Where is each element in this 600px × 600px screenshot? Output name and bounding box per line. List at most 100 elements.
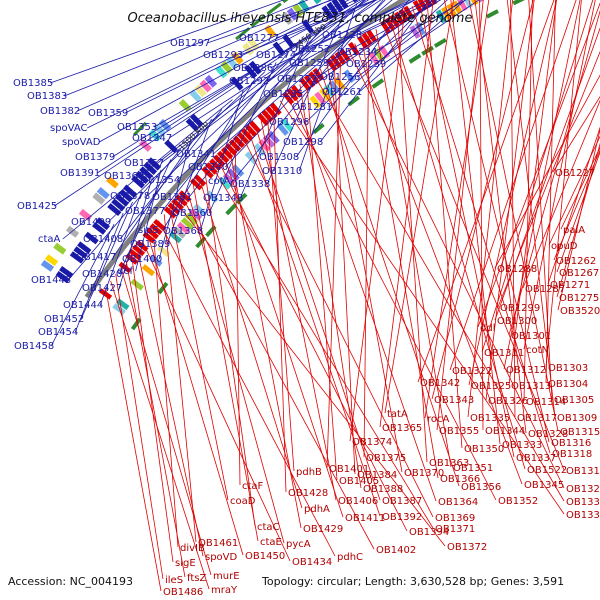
reverse-callout-line (158, 220, 336, 557)
forward-gene-label: OB1458 (14, 341, 54, 352)
forward-gene-label: OB1454 (38, 327, 78, 338)
reverse-callout-line (467, 0, 513, 418)
reverse-gene-arrow (308, 71, 320, 85)
reverse-callout-line (548, 135, 600, 246)
forward-gene-label: def (117, 266, 134, 277)
reverse-gene-label: OB1262 (556, 256, 596, 267)
forward-callout-line (77, 0, 332, 112)
forward-gene-arrow (95, 217, 110, 231)
reverse-gene-label: OB1309 (557, 413, 597, 424)
forward-gene-label: OB1367 (104, 171, 144, 182)
reverse-callout-line (557, 128, 600, 311)
cog-forward-block (286, 7, 299, 21)
cog-forward-block (189, 89, 202, 103)
backbone-arc (84, 0, 409, 299)
reverse-gene-label: tatA (387, 409, 408, 420)
reverse-gene-label: OB1428 (288, 488, 328, 499)
forward-callout-line (266, 11, 346, 185)
cog-forward-block (40, 260, 55, 272)
forward-callout-line (359, 0, 437, 36)
cog-forward-block (158, 118, 172, 132)
reverse-gene-label: OB1401 (329, 464, 369, 475)
reverse-gene-label: OB1522 (527, 465, 567, 476)
reverse-gene-label: sigE (175, 558, 196, 569)
reverse-callout-line (192, 182, 259, 542)
reverse-gene-label: spoVD (205, 552, 238, 563)
map-title: Oceanobacillus iheyensis HTE831, complet… (128, 11, 473, 26)
forward-gene-arrow (84, 231, 99, 245)
reverse-gene-label: OB1337 (516, 453, 556, 464)
reverse-gene-label: OB1275 (559, 293, 599, 304)
reverse-callout-line (545, 0, 556, 384)
forward-callout-line (293, 0, 416, 56)
reverse-callout-line (347, 48, 565, 489)
forward-callout-line (168, 0, 382, 139)
forward-gene-label: OB1259 (289, 58, 329, 69)
reverse-gene-label: OB1434 (292, 557, 332, 568)
reverse-callout-line (234, 140, 241, 486)
forward-gene-label: sipS (138, 225, 159, 236)
forward-gene-label: OB1340 (188, 162, 228, 173)
reverse-gene-label: OB1394 (409, 527, 449, 538)
forward-gene-label: OB1385 (13, 78, 53, 89)
reverse-callout-line (553, 149, 600, 261)
cog-reverse-block (276, 122, 289, 136)
forward-gene-label: OB1292 (229, 76, 269, 87)
forward-callout-line (208, 62, 277, 214)
reverse-gene-arrow (380, 20, 391, 34)
reverse-gene-label: coaD (230, 496, 256, 507)
forward-gene-label: cotA (208, 176, 231, 187)
forward-gene-arrow (190, 113, 204, 128)
reverse-gene-label: OB1406 (338, 496, 378, 507)
reverse-gene-arrow (213, 154, 226, 167)
cog-reverse-block (441, 6, 452, 21)
forward-gene-arrow (143, 161, 158, 175)
forward-gene-label: OB1359 (88, 108, 128, 119)
forward-gene-label: OB1408 (83, 234, 123, 245)
reverse-gene-label: OB3520 (560, 306, 600, 317)
forward-callout-line (356, 0, 464, 78)
reverse-callout-line (180, 195, 375, 550)
reverse-callout-line (382, 24, 565, 471)
reverse-gene-label: OB1402 (376, 545, 416, 556)
forward-callout-line (313, 0, 442, 80)
forward-gene-label: OB1341 (176, 149, 216, 160)
forward-gene-arrow (111, 198, 126, 212)
reverse-gene-arrow (290, 84, 303, 98)
cog-forward-block (225, 56, 239, 70)
forward-callout-line (154, 0, 376, 128)
forward-gene-arrow (185, 118, 200, 132)
forward-gene-arrow (55, 271, 70, 284)
forward-gene-label: OB1297 (170, 38, 210, 49)
reverse-gene-label: OB1350 (464, 444, 504, 455)
forward-callout-line (118, 159, 172, 275)
forward-callout-line (111, 0, 370, 158)
green-marker (235, 27, 251, 41)
green-marker (225, 203, 237, 216)
reverse-callout-line (443, 0, 550, 443)
reverse-gene-label: ctaF (242, 481, 264, 492)
reverse-callout-line (241, 134, 434, 518)
reverse-callout-line (228, 146, 302, 529)
reverse-callout-line (523, 0, 533, 402)
forward-gene-label: OB1417 (76, 252, 116, 263)
cog-forward-block (92, 192, 106, 205)
forward-gene-label: OB1400 (122, 254, 162, 265)
cog-forward-block (199, 79, 212, 93)
cog-reverse-block (130, 278, 144, 291)
reverse-gene-label: OB1267 (559, 268, 599, 279)
green-marker (205, 225, 217, 238)
reverse-gene-arrow (269, 102, 282, 116)
reverse-gene-label: pdhB (296, 467, 322, 478)
reverse-callout-line (169, 207, 229, 501)
reverse-gene-arrow (412, 0, 424, 14)
reverse-callout-line (136, 247, 204, 557)
forward-callout-line (99, 191, 143, 306)
reverse-callout-line (389, 19, 526, 470)
reverse-callout-line (354, 43, 523, 485)
forward-callout-line (118, 180, 152, 289)
reverse-gene-label: OB1318 (552, 449, 592, 460)
forward-gene-label: OB1286 (233, 63, 273, 74)
forward-callout-line (125, 0, 356, 114)
